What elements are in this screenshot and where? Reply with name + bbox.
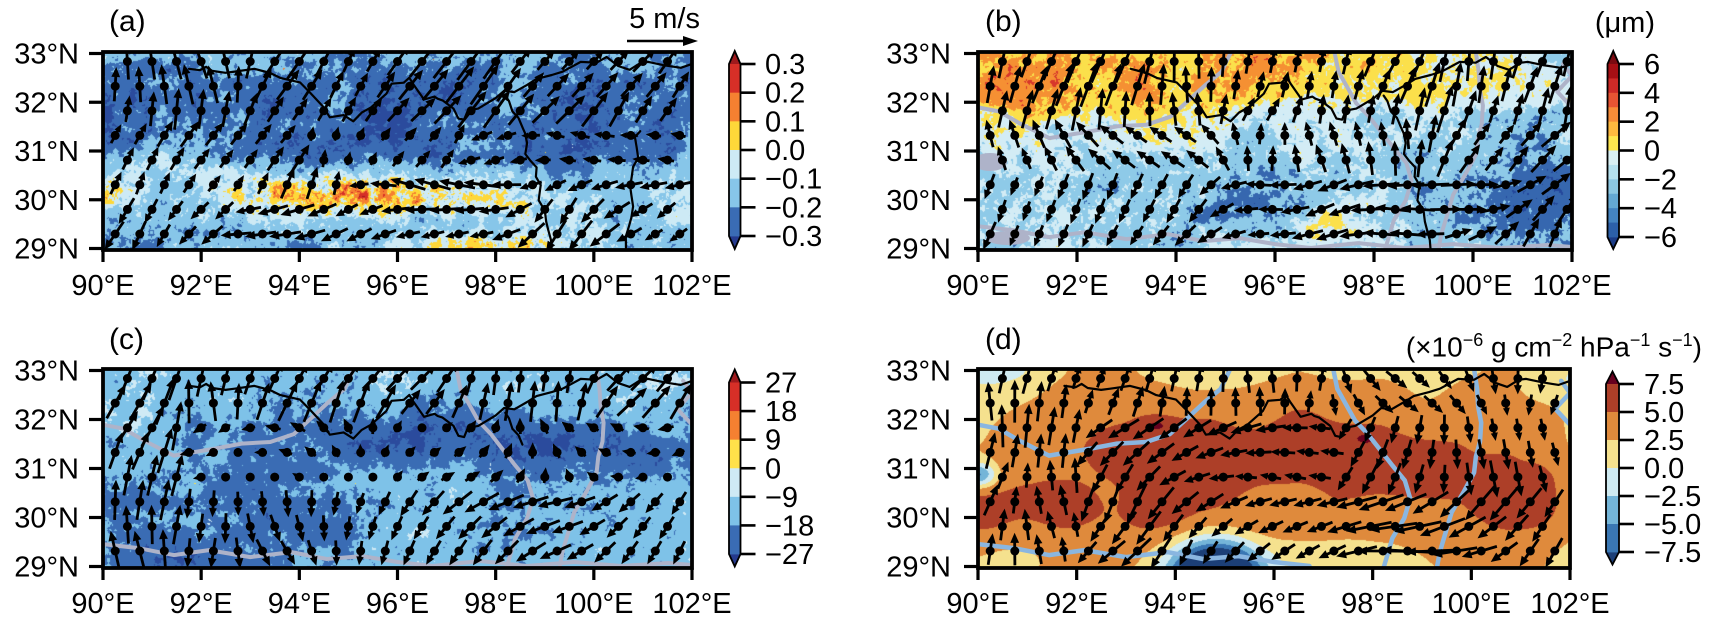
svg-text:4: 4 [1644, 78, 1660, 110]
svg-text:18: 18 [765, 396, 797, 428]
svg-text:94°E: 94°E [1144, 588, 1207, 620]
svg-text:27: 27 [765, 368, 797, 400]
svg-text:−27: −27 [765, 539, 814, 571]
svg-text:94°E: 94°E [268, 270, 331, 302]
svg-text:96°E: 96°E [366, 588, 429, 620]
svg-text:31°N: 31°N [14, 454, 79, 486]
svg-text:98°E: 98°E [1342, 270, 1405, 302]
svg-text:92°E: 92°E [1045, 588, 1108, 620]
svg-text:30°N: 30°N [14, 503, 79, 535]
svg-text:100°E: 100°E [1432, 588, 1511, 620]
svg-text:−0.1: −0.1 [765, 164, 822, 196]
svg-text:33°N: 33°N [14, 356, 79, 388]
svg-text:−9: −9 [765, 482, 798, 514]
svg-text:92°E: 92°E [170, 588, 233, 620]
svg-text:32°N: 32°N [886, 405, 951, 437]
svg-text:−18: −18 [765, 510, 814, 542]
svg-text:0.0: 0.0 [1644, 453, 1684, 485]
svg-text:7.5: 7.5 [1644, 369, 1684, 401]
svg-text:29°N: 29°N [886, 552, 951, 584]
svg-text:96°E: 96°E [1243, 270, 1306, 302]
svg-text:96°E: 96°E [366, 270, 429, 302]
svg-text:0.2: 0.2 [765, 78, 805, 110]
svg-text:32°N: 32°N [886, 87, 951, 119]
svg-text:98°E: 98°E [1341, 588, 1404, 620]
svg-text:33°N: 33°N [886, 356, 951, 388]
svg-text:29°N: 29°N [14, 234, 79, 266]
svg-text:0: 0 [1644, 136, 1660, 168]
svg-text:30°N: 30°N [886, 185, 951, 217]
svg-text:102°E: 102°E [1532, 270, 1611, 302]
svg-text:32°N: 32°N [14, 405, 79, 437]
svg-text:0.1: 0.1 [765, 106, 805, 138]
svg-text:5.0: 5.0 [1644, 397, 1684, 429]
svg-text:2.5: 2.5 [1644, 425, 1684, 457]
svg-text:33°N: 33°N [14, 39, 79, 71]
svg-text:90°E: 90°E [71, 270, 134, 302]
svg-text:29°N: 29°N [14, 552, 79, 584]
svg-text:0: 0 [765, 453, 781, 485]
svg-text:−5.0: −5.0 [1644, 509, 1701, 541]
svg-text:0.3: 0.3 [765, 49, 805, 81]
svg-text:29°N: 29°N [886, 234, 951, 266]
svg-text:6: 6 [1644, 49, 1660, 81]
svg-text:9: 9 [765, 425, 781, 457]
svg-text:0.0: 0.0 [765, 135, 805, 167]
svg-text:100°E: 100°E [554, 588, 633, 620]
svg-text:90°E: 90°E [946, 588, 1009, 620]
svg-text:92°E: 92°E [170, 270, 233, 302]
svg-text:−0.3: −0.3 [765, 221, 822, 253]
svg-text:96°E: 96°E [1242, 588, 1305, 620]
svg-text:92°E: 92°E [1045, 270, 1108, 302]
svg-text:−2: −2 [1644, 164, 1677, 196]
svg-text:30°N: 30°N [14, 185, 79, 217]
svg-text:94°E: 94°E [1144, 270, 1207, 302]
svg-text:−4: −4 [1644, 193, 1677, 225]
svg-text:102°E: 102°E [652, 270, 731, 302]
svg-text:30°N: 30°N [886, 503, 951, 535]
svg-text:33°N: 33°N [886, 39, 951, 71]
svg-text:−6: −6 [1644, 222, 1677, 254]
svg-text:−7.5: −7.5 [1644, 537, 1701, 569]
svg-text:2: 2 [1644, 107, 1660, 139]
svg-text:31°N: 31°N [14, 136, 79, 168]
svg-text:94°E: 94°E [268, 588, 331, 620]
svg-text:−2.5: −2.5 [1644, 481, 1701, 513]
svg-text:32°N: 32°N [14, 87, 79, 119]
svg-text:90°E: 90°E [946, 270, 1009, 302]
svg-text:102°E: 102°E [652, 588, 731, 620]
svg-text:31°N: 31°N [886, 136, 951, 168]
svg-text:100°E: 100°E [554, 270, 633, 302]
svg-text:98°E: 98°E [464, 588, 527, 620]
svg-text:100°E: 100°E [1433, 270, 1512, 302]
svg-text:31°N: 31°N [886, 454, 951, 486]
svg-text:90°E: 90°E [71, 588, 134, 620]
svg-text:102°E: 102°E [1530, 588, 1609, 620]
svg-text:−0.2: −0.2 [765, 192, 822, 224]
svg-text:98°E: 98°E [464, 270, 527, 302]
